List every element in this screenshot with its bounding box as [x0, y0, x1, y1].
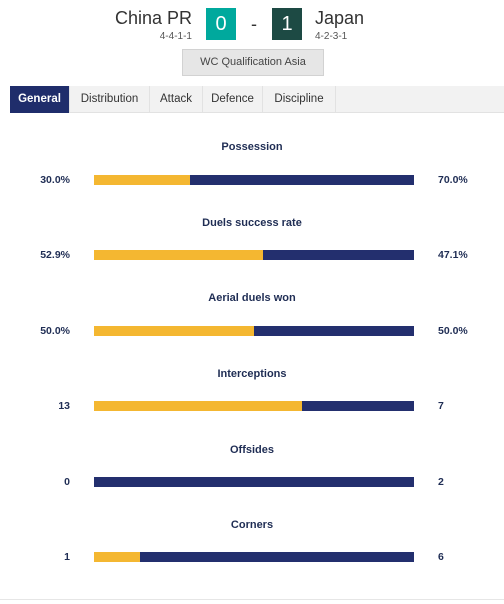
stat-away-value-interceptions: 7 — [438, 400, 444, 412]
stat-bar-interceptions — [94, 401, 414, 411]
tab-discipline[interactable]: Discipline — [263, 86, 336, 113]
stat-home-value-possession: 30.0% — [40, 174, 70, 186]
stat-away-value-offsides: 2 — [438, 476, 444, 488]
stat-bar-aerial-duels-won — [94, 326, 414, 336]
stat-title-duels-success-rate: Duels success rate — [202, 217, 302, 229]
home-team-name[interactable]: China PR — [114, 8, 192, 28]
stat-home-value-corners: 1 — [64, 551, 70, 563]
home-team-formation: 4-4-1-1 — [159, 31, 192, 42]
stat-bar-home-duels-success-rate — [94, 250, 264, 260]
tab-distribution[interactable]: Distribution — [70, 86, 150, 113]
score-separator: - — [251, 14, 257, 34]
stat-home-value-offsides: 0 — [64, 476, 70, 488]
stat-title-aerial-duels-won: Aerial duels won — [208, 292, 296, 304]
stat-title-offsides: Offsides — [229, 444, 274, 456]
stat-home-value-interceptions: 13 — [58, 400, 70, 412]
stat-home-value-duels-success-rate: 52.9% — [40, 249, 70, 261]
stat-bar-home-aerial-duels-won — [94, 326, 254, 336]
stat-bar-home-interceptions — [94, 401, 302, 411]
stat-bar-duels-success-rate — [94, 250, 414, 260]
tab-general[interactable]: General — [10, 86, 70, 113]
stat-away-value-corners: 6 — [438, 551, 444, 563]
stat-title-corners: Corners — [230, 519, 274, 531]
stat-title-interceptions: Interceptions — [217, 368, 287, 380]
stat-title-possession: Possession — [221, 141, 283, 153]
stat-home-value-aerial-duels-won: 50.0% — [40, 325, 70, 337]
stat-bar-home-corners — [94, 552, 140, 562]
stat-away-value-possession: 70.0% — [438, 174, 468, 186]
stat-bar-corners — [94, 552, 414, 562]
away-team-formation: 4-2-3-1 — [315, 31, 348, 42]
match-header: China PR 4-4-1-1 0 - 1 Japan 4-2-3-1 WC … — [0, 0, 504, 80]
bottom-divider — [0, 599, 504, 600]
stat-bar-offsides — [94, 477, 414, 487]
stat-away-value-duels-success-rate: 47.1% — [438, 249, 468, 261]
tab-defence[interactable]: Defence — [203, 86, 263, 113]
stats-tab-bar: General Distribution Attack Defence Disc… — [10, 86, 504, 113]
away-team-name[interactable]: Japan — [315, 8, 365, 28]
tab-attack[interactable]: Attack — [150, 86, 203, 113]
stat-bar-possession — [94, 175, 414, 185]
competition-button[interactable]: WC Qualification Asia — [182, 49, 324, 76]
away-score: 1 — [272, 8, 302, 40]
home-score: 0 — [206, 8, 236, 40]
stat-bar-home-possession — [94, 175, 190, 185]
stat-away-value-aerial-duels-won: 50.0% — [438, 325, 468, 337]
